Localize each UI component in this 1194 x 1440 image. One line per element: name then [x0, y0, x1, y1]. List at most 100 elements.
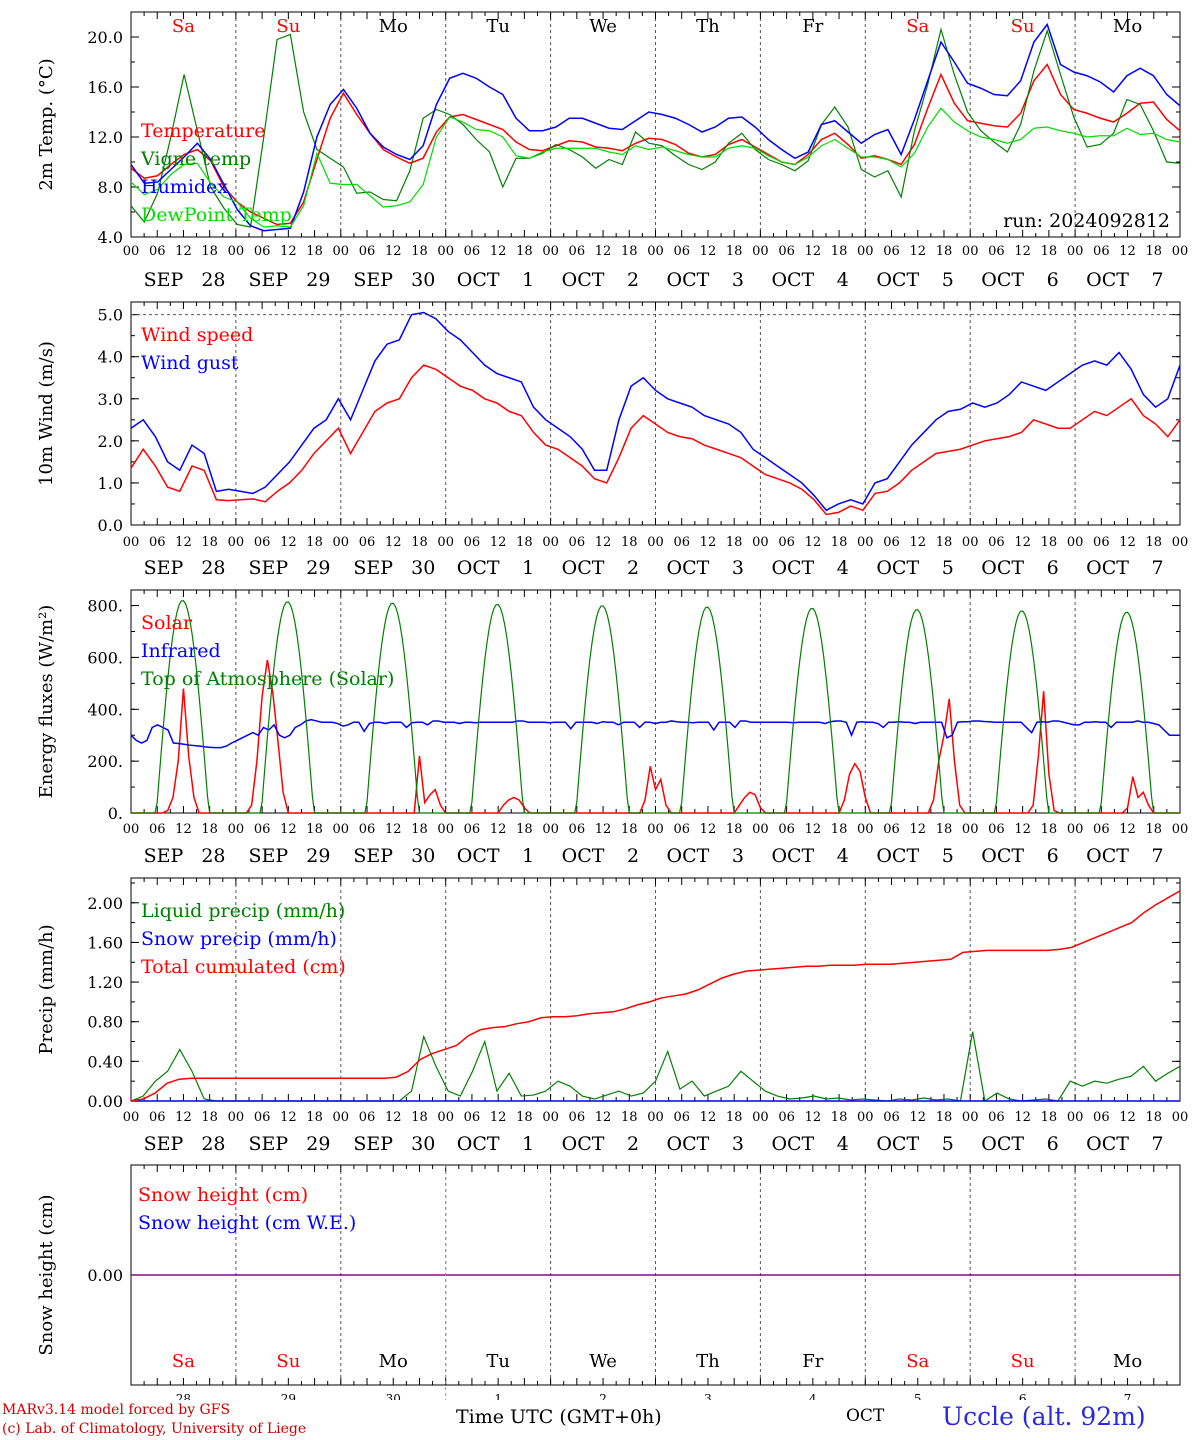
y-tick-label: 0.00 [87, 1092, 123, 1111]
hour-tick-label: 06 [778, 1110, 795, 1125]
date-day-label: 3 [732, 269, 744, 291]
date-day-label: 2 [627, 845, 639, 867]
hour-tick-label: 12 [909, 822, 926, 837]
hour-tick-label: 00 [228, 1110, 245, 1125]
station-label: Uccle (alt. 92m) [942, 1402, 1146, 1431]
date-month-label: OCT [981, 1133, 1024, 1155]
hour-tick-label: 18 [411, 1110, 428, 1125]
series-line [130, 890, 1181, 1102]
hour-tick-label: 12 [595, 535, 612, 550]
credit-line-2: (c) Lab. of Climatology, University of L… [2, 1421, 307, 1437]
date-day-label: 3 [732, 557, 744, 579]
date-day-label: 1 [522, 845, 534, 867]
date-month-label: SEP [249, 557, 289, 579]
hour-tick-label: 06 [1093, 244, 1110, 259]
day-of-week-label: Mo [379, 1351, 408, 1372]
date-day-label: 1 [522, 269, 534, 291]
date-month-label: OCT [771, 269, 814, 291]
hour-tick-label: 18 [621, 822, 638, 837]
hour-tick-label: 06 [464, 244, 481, 259]
date-month-label: SEP [353, 269, 393, 291]
hour-tick-label: 12 [490, 244, 507, 259]
date-day-label: 5 [942, 557, 954, 579]
hour-tick-label: 00 [752, 1110, 769, 1125]
legend-entry: Wind speed [141, 324, 253, 346]
hour-tick-label: 18 [1041, 1110, 1058, 1125]
hour-tick-label: 18 [621, 244, 638, 259]
hour-tick-label: 00 [123, 822, 140, 837]
hour-tick-label: 18 [1146, 822, 1163, 837]
hour-tick-label: 00 [333, 535, 350, 550]
hour-tick-label: 18 [201, 244, 218, 259]
date-day-label: 6 [1047, 269, 1059, 291]
y-tick-label: 2.00 [87, 894, 123, 913]
hour-tick-label: 00 [333, 244, 350, 259]
hour-tick-label: 12 [490, 1110, 507, 1125]
hour-tick-label: 06 [359, 1110, 376, 1125]
date-day-label: 28 [201, 1133, 225, 1155]
date-day-label: 4 [837, 557, 849, 579]
hour-tick-label: 06 [359, 535, 376, 550]
day-of-week-label: Fr [802, 1351, 823, 1372]
day-number-label: 29 [281, 1392, 296, 1400]
hour-tick-label: 12 [805, 1110, 822, 1125]
hour-tick-label: 18 [1041, 535, 1058, 550]
plot-frame [130, 301, 1181, 526]
hour-tick-label: 00 [647, 1110, 664, 1125]
day-of-week-label: Th [696, 16, 720, 37]
day-of-week-label: Su [276, 16, 300, 37]
hour-tick-label: 00 [1067, 535, 1084, 550]
hour-tick-label: 00 [1067, 822, 1084, 837]
day-of-week-label: Sa [172, 1351, 195, 1372]
hour-tick-label: 06 [149, 244, 166, 259]
hour-tick-label: 00 [962, 244, 979, 259]
series-line [130, 22, 1181, 232]
hour-tick-label: 06 [359, 244, 376, 259]
hour-tick-label: 00 [437, 244, 454, 259]
hour-tick-label: 06 [673, 1110, 690, 1125]
y-tick-label: 4.0 [98, 348, 123, 367]
hour-tick-label: 12 [1119, 1110, 1136, 1125]
y-tick-label: 0.40 [87, 1052, 123, 1071]
hour-tick-label: 06 [778, 822, 795, 837]
day-of-week-label: Tu [486, 16, 510, 37]
hour-tick-label: 00 [228, 244, 245, 259]
date-day-label: 3 [732, 1133, 744, 1155]
hour-tick-label: 00 [228, 822, 245, 837]
date-day-label: 5 [942, 269, 954, 291]
hour-tick-label: 00 [123, 1110, 140, 1125]
hour-tick-label: 12 [385, 535, 402, 550]
hour-tick-label: 18 [516, 1110, 533, 1125]
date-month-label: OCT [667, 269, 710, 291]
hour-tick-label: 06 [1093, 1110, 1110, 1125]
hour-tick-label: 12 [700, 535, 717, 550]
series-line [130, 311, 1181, 512]
panel-1 [130, 301, 1181, 526]
date-month-label: OCT [562, 557, 605, 579]
date-day-label: 28 [201, 269, 225, 291]
hour-tick-label: 06 [988, 1110, 1005, 1125]
y-tick-label: 600. [87, 648, 123, 667]
y-axis-label: Precip (mm/h) [36, 924, 57, 1054]
date-day-label: 5 [942, 1133, 954, 1155]
y-tick-label: 4.0 [98, 228, 123, 247]
hour-tick-label: 18 [306, 244, 323, 259]
date-day-label: 4 [837, 1133, 849, 1155]
legend-entry: DewPoint Temp [141, 204, 292, 226]
day-of-week-label: Mo [1113, 16, 1142, 37]
hour-tick-label: 00 [647, 244, 664, 259]
hour-tick-label: 18 [1041, 244, 1058, 259]
x-axis-label: Time UTC (GMT+0h) [456, 1406, 662, 1428]
y-tick-label: 3.0 [98, 390, 123, 409]
date-month-label: OCT [1086, 845, 1129, 867]
date-month-label: OCT [667, 1133, 710, 1155]
hour-tick-label: 12 [595, 822, 612, 837]
legend-entry: Snow height (cm) [138, 1184, 308, 1206]
hour-tick-label: 00 [437, 535, 454, 550]
date-month-label: SEP [144, 557, 184, 579]
date-month-label: OCT [876, 845, 919, 867]
date-day-label: 4 [837, 269, 849, 291]
date-month-label: OCT [1086, 557, 1129, 579]
hour-tick-label: 12 [909, 535, 926, 550]
hour-tick-label: 18 [201, 1110, 218, 1125]
